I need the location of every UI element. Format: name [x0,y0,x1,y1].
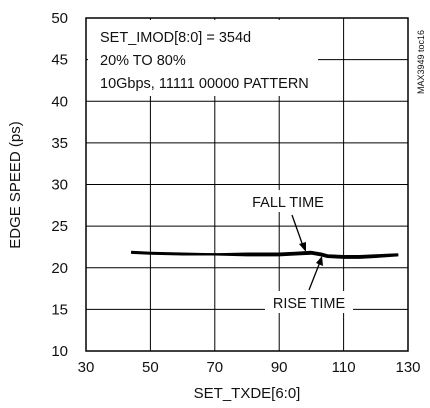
y-tick-label: 50 [51,10,68,27]
condition-line-2: 20% TO 80% [100,53,186,69]
x-tick-label: 30 [78,359,95,376]
x-tick-label: 90 [271,359,288,376]
y-tick-label: 30 [51,177,68,194]
y-axis-label: EDGE SPEED (ps) [7,121,24,249]
rise-time-arrow [308,261,321,291]
y-tick-label: 35 [51,135,68,152]
x-tick-label: 110 [332,359,356,376]
y-tick-label: 20 [51,260,68,277]
x-axis-label: SET_TXDE[6:0] [194,385,301,402]
x-tick-label: 70 [206,359,223,376]
conditions-box [88,20,318,96]
rise-time-line [131,251,399,259]
rise-time-arrowhead [316,256,323,266]
y-tick-label: 45 [51,52,68,69]
condition-line-1: SET_IMOD[8:0] = 354d [100,30,251,46]
fall-time-label: FALL TIME [252,195,324,211]
rise-time-label: RISE TIME [273,296,346,312]
plot-frame [85,17,409,352]
x-tick-label: 50 [142,359,159,376]
fall-time-arrow [291,214,304,247]
y-tick-label: 25 [51,218,68,235]
tick-labels: 30 50 70 90 110 130 10 15 20 25 30 35 40 45 50 [51,10,420,376]
figure-id: MAX3949 toc16 [416,30,426,94]
condition-line-3: 10Gbps, 11111 00000 PATTERN [100,76,309,92]
fall-time-arrowhead [299,242,306,252]
y-tick-label: 10 [51,343,68,360]
y-tick-label: 15 [51,301,68,318]
y-tick-label: 40 [51,93,68,110]
rise-time-label-bg [265,291,353,313]
data-series [131,250,399,259]
x-tick-label: 130 [395,359,420,376]
fall-time-label-bg [244,190,332,212]
